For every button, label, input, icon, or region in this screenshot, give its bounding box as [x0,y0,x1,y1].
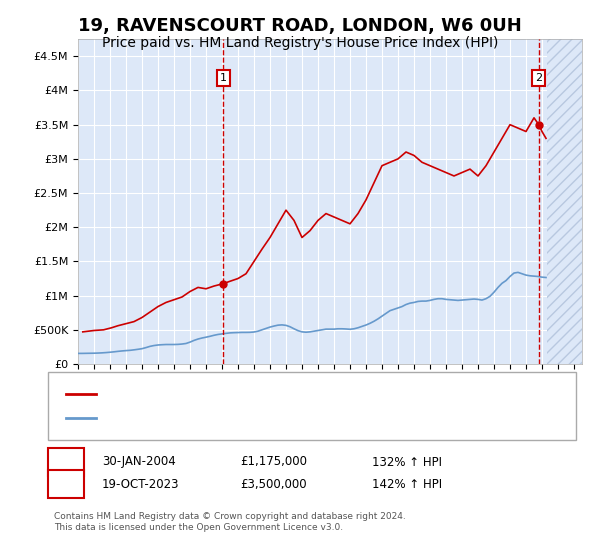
Text: Contains HM Land Registry data © Crown copyright and database right 2024.
This d: Contains HM Land Registry data © Crown c… [54,512,406,532]
Bar [547,39,582,364]
Text: 1: 1 [220,73,227,83]
Text: 19, RAVENSCOURT ROAD, LONDON, W6 0UH (detached house): 19, RAVENSCOURT ROAD, LONDON, W6 0UH (de… [102,389,428,399]
Text: HPI: Average price, detached house, Hammersmith and Fulham: HPI: Average price, detached house, Hamm… [102,413,433,423]
Text: 19, RAVENSCOURT ROAD, LONDON, W6 0UH: 19, RAVENSCOURT ROAD, LONDON, W6 0UH [78,17,522,35]
Text: 19-OCT-2023: 19-OCT-2023 [102,478,179,491]
Text: 132% ↑ HPI: 132% ↑ HPI [372,455,442,469]
Text: 30-JAN-2004: 30-JAN-2004 [102,455,176,469]
Text: 1: 1 [62,455,70,469]
Text: 2: 2 [535,73,542,83]
Text: 142% ↑ HPI: 142% ↑ HPI [372,478,442,491]
Text: £1,175,000: £1,175,000 [240,455,307,469]
Text: Price paid vs. HM Land Registry's House Price Index (HPI): Price paid vs. HM Land Registry's House … [102,36,498,50]
Text: 2: 2 [62,478,70,491]
Text: £3,500,000: £3,500,000 [240,478,307,491]
Bar [547,39,582,364]
